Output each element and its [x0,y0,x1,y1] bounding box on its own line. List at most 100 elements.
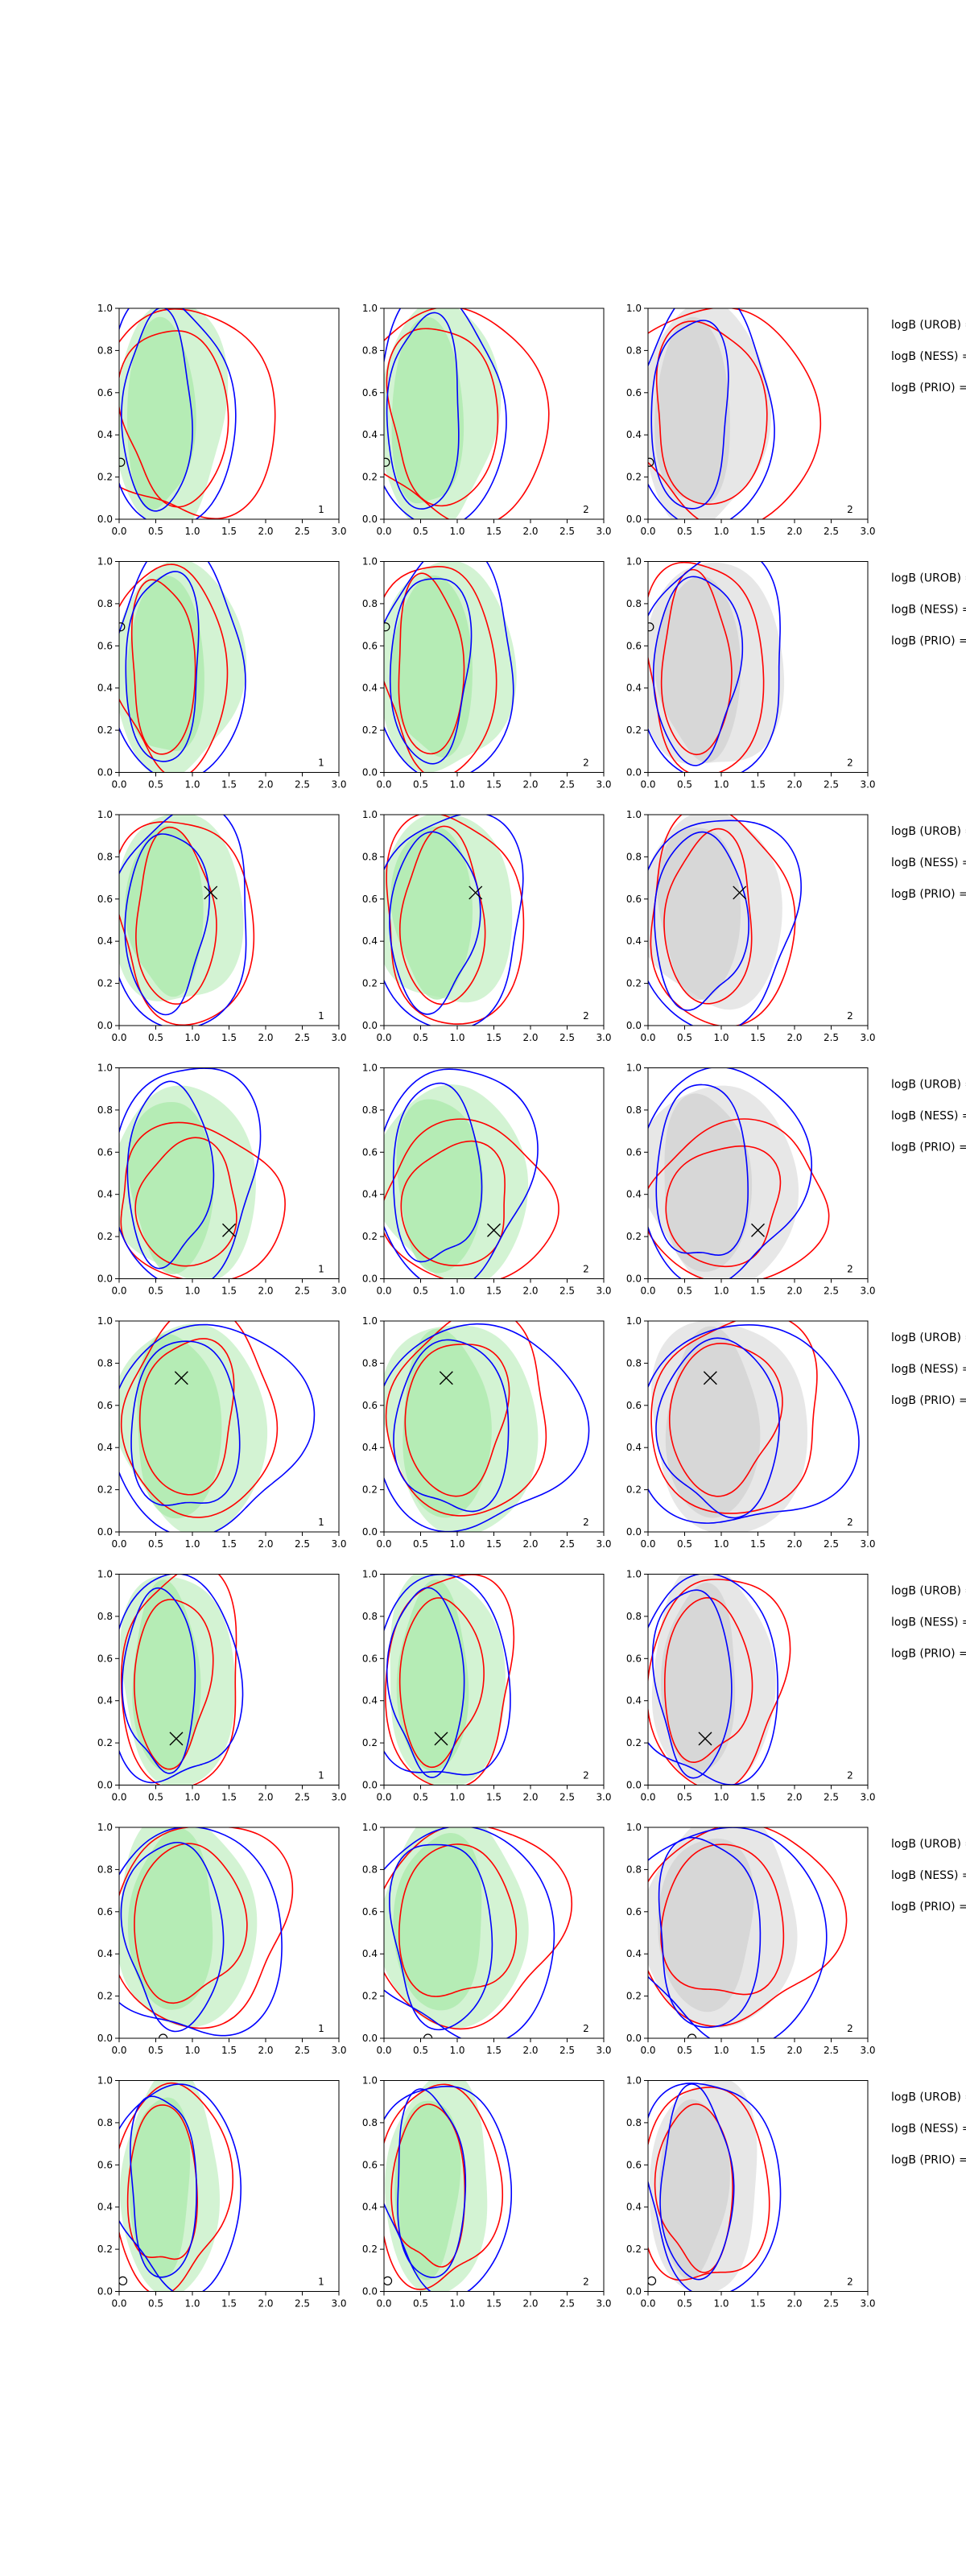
y-tick-label: 0.2 [97,1737,113,1748]
y-tick-label: 1.0 [97,556,113,568]
true-value-marker [648,2276,657,2285]
blue-contour-inner [393,1339,510,1513]
x-tick-label: 1.0 [184,779,200,791]
x-tick-label: 2.5 [295,2298,310,2310]
y-tick-label: 0.8 [626,1357,642,1368]
blue-contour-inner [652,576,744,766]
true-value-marker [222,1223,236,1237]
y-tick-label: 0.6 [362,894,378,905]
blue-contour-inner [650,320,729,510]
x-tick-label: 2.5 [295,2045,310,2056]
x-tick-label: 2.0 [522,2045,538,2056]
x-tick-label: 1.0 [449,2298,464,2310]
x-tick-label: 2.5 [295,1792,310,1803]
row-side-label: logB (PRIO) = [891,1141,966,1154]
x-tick-label: 0.0 [376,1032,391,1043]
x-tick-label: 2.5 [295,779,310,791]
red-contour-inner [398,1843,518,1997]
subplot-r4-c1: 0.0 0.5 1.0 1.5 2.0 2.5 3.0 0.0 0.2 0.4 0.6 0.8 1.0 1 [97,1063,347,1297]
y-tick-label: 0.2 [626,1737,642,1748]
blue-contour-outer [384,308,507,519]
x-tick-label: 1.5 [750,2298,766,2310]
red-contour-outer [648,2087,770,2281]
blue-contour-outer [384,1574,511,1776]
red-contour-inner [660,568,733,756]
blue-contour-outer [119,308,237,519]
x-tick-label: 1.5 [750,2045,766,2056]
y-tick-label: 0.0 [97,2033,113,2044]
true-value-marker [384,622,390,632]
x-tick-label: 2.0 [786,779,802,791]
panel-corner-label: 2 [583,1010,589,1022]
density-fill-inner [128,1101,214,1274]
row-side-label: logB (PRIO) = [891,382,966,394]
x-tick-label: 2.0 [258,2298,273,2310]
x-tick-label: 2.5 [824,779,839,791]
subplot-contents [648,1321,860,1532]
x-tick-label: 0.5 [677,779,692,791]
y-tick-label: 1.0 [97,1063,113,1074]
y-tick-label: 0.2 [626,1991,642,2002]
x-tick-label: 1.5 [486,779,502,791]
red-contour-outer [120,1321,279,1518]
x-tick-label: 0.0 [640,779,655,791]
x-tick-label: 0.5 [677,2045,692,2056]
x-tick-label: 0.5 [148,2298,163,2310]
x-tick-label: 1.5 [486,1792,502,1803]
x-tick-label: 0.0 [111,1792,126,1803]
y-tick-label: 0.6 [362,1653,378,1664]
red-contour-inner [398,572,465,755]
blue-contour-outer [648,2083,782,2292]
x-tick-label: 1.0 [449,2045,464,2056]
x-tick-label: 0.0 [640,1538,655,1550]
true-value-marker [751,1223,765,1237]
subplot-r5-c3: 0.0 0.5 1.0 1.5 2.0 2.5 3.0 0.0 0.2 0.4 0.6 0.8 1.0 2 [626,1315,876,1550]
x-tick-label: 2.5 [295,1032,310,1043]
x-tick-label: 0.0 [640,1032,655,1043]
y-tick-label: 0.8 [362,1104,378,1116]
panel-corner-label: 2 [847,2277,853,2288]
x-tick-label: 2.0 [258,779,273,791]
x-tick-label: 0.0 [640,2045,655,2056]
subplot-r1-c2: 0.0 0.5 1.0 1.5 2.0 2.5 3.0 0.0 0.2 0.4 0.6 0.8 1.0 2 [362,303,612,537]
y-tick-label: 1.0 [626,1315,642,1327]
x-tick-label: 2.0 [258,1032,273,1043]
x-tick-label: 3.0 [860,1792,875,1803]
x-tick-label: 1.0 [713,2298,729,2310]
x-tick-label: 2.0 [522,2298,538,2310]
true-value-marker [119,2276,128,2285]
y-tick-label: 0.2 [362,1231,378,1242]
y-tick-label: 0.4 [626,2202,642,2213]
row-side-label: logB (UROB) = [891,1838,966,1851]
subplot-contents [384,1574,515,1785]
y-tick-label: 0.4 [626,683,642,694]
y-tick-label: 0.0 [626,2033,642,2044]
y-tick-label: 0.4 [626,935,642,947]
true-value-marker [698,1732,712,1746]
subplot-contents [384,1321,590,1532]
density-fill-inner [394,2100,461,2281]
subplot-r8-c3: 0.0 0.5 1.0 1.5 2.0 2.5 3.0 0.0 0.2 0.4 0.6 0.8 1.0 2 [626,2075,876,2310]
y-tick-label: 0.0 [97,514,113,525]
row-side-label: logB (UROB) = [891,825,966,838]
blue-contour-outer [384,1323,590,1532]
subplot-contents [648,2080,782,2292]
x-tick-label: 2.5 [295,526,310,537]
blue-contour-outer [384,1827,555,2038]
x-tick-label: 2.5 [559,2045,575,2056]
y-tick-label: 0.8 [626,1864,642,1875]
x-tick-label: 0.5 [677,526,692,537]
y-tick-label: 0.0 [626,514,642,525]
subplot-contents [384,1827,573,2038]
x-tick-label: 0.5 [413,1286,428,1297]
y-tick-label: 0.8 [626,851,642,862]
x-tick-label: 3.0 [596,526,611,537]
y-tick-label: 0.4 [626,1948,642,1959]
y-tick-label: 0.2 [97,978,113,989]
red-contour-outer [650,815,796,1026]
y-tick-label: 1.0 [97,809,113,820]
subplot-r6-c3: 0.0 0.5 1.0 1.5 2.0 2.5 3.0 0.0 0.2 0.4 0.6 0.8 1.0 2 [626,1569,876,1803]
x-tick-label: 1.0 [713,1792,729,1803]
red-contour-outer [385,1321,547,1517]
blue-contour-inner [121,308,193,512]
